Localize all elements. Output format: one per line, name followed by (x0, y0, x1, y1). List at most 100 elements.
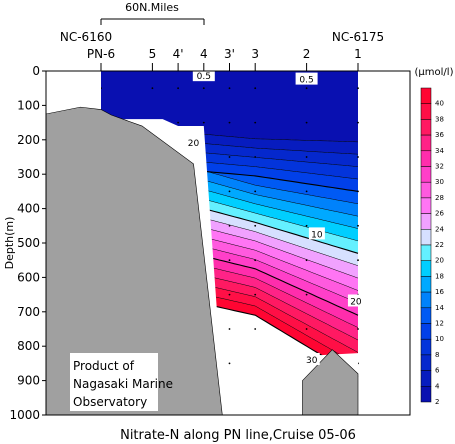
sample-point (228, 259, 231, 262)
y-tick-label: 0 (32, 64, 40, 78)
sample-point (305, 190, 308, 193)
colorbar-tick-label: 26 (435, 210, 444, 218)
sample-point (228, 190, 231, 193)
sample-point (254, 190, 257, 193)
svg-text:0.5: 0.5 (197, 72, 211, 82)
colorbar-unit-label: (µmol/l) (415, 67, 454, 78)
chart-title: Nitrate-N along PN line,Cruise 05-06 (120, 428, 356, 443)
seamount-topography (302, 349, 359, 415)
contour-label: 0.5 (295, 72, 318, 86)
y-tick-label: 500 (17, 236, 40, 250)
contour-label-background (347, 294, 364, 307)
sample-point (254, 293, 257, 296)
sample-point (228, 156, 231, 158)
sample-point (357, 156, 359, 158)
colorbar-tick-label: 8 (435, 351, 439, 359)
y-axis-label: Depth(m) (3, 217, 16, 270)
colorbar-swatch (420, 260, 432, 277)
station-label: 5 (149, 47, 157, 61)
sample-point (228, 362, 231, 365)
colorbar-tick-label: 4 (435, 382, 440, 390)
contour-label: 30 (303, 352, 320, 366)
y-tick-label: 300 (17, 167, 40, 181)
sample-point (228, 328, 231, 330)
colorbar-tick-label: 20 (435, 257, 444, 265)
contour-label: 10 (308, 227, 325, 240)
station-label: 4' (173, 47, 184, 61)
y-tick-label: 700 (17, 305, 40, 319)
sample-point (254, 259, 257, 262)
colorbar-tick-label: 12 (435, 320, 444, 328)
colorbar-swatch (420, 197, 432, 214)
colorbar-swatch (420, 354, 432, 371)
credit-box: Product of Nagasaki Marine Observatory (70, 353, 173, 411)
colorbar-swatch (420, 119, 432, 136)
credit-background (70, 353, 158, 411)
colorbar-swatch (420, 103, 432, 120)
sample-point (357, 259, 359, 262)
colorbar-tick-label: 2 (435, 398, 439, 406)
sample-point (305, 121, 308, 124)
colorbar-tick-label: 28 (435, 194, 444, 202)
sample-point (228, 121, 231, 124)
sample-point (305, 293, 308, 296)
svg-text:20: 20 (188, 139, 200, 149)
colorbar-tick-label: 22 (435, 241, 444, 249)
scale-bar-label: 60N.Miles (125, 1, 179, 14)
contour-label: 0.5 (192, 69, 215, 82)
station-label: 4 (200, 47, 208, 61)
colorbar-swatch (420, 276, 432, 293)
sample-point (305, 259, 308, 262)
colorbar-tick-label: 14 (435, 304, 444, 312)
sample-point (151, 87, 154, 90)
colorbar-tick-label: 24 (435, 225, 444, 233)
nitrate-band-12 (101, 141, 358, 204)
sample-point (254, 328, 257, 330)
distance-scale-bar: 60N.Miles (100, 1, 205, 25)
colorbar-swatch (420, 323, 432, 340)
y-tick-label: 400 (17, 202, 40, 216)
sample-point (357, 190, 359, 193)
colorbar-tick-label: 10 (435, 335, 444, 343)
left-station-code: NC-6160 (60, 30, 112, 44)
sample-point (305, 328, 308, 330)
sample-point (305, 87, 308, 90)
svg-text:0.5: 0.5 (299, 76, 313, 86)
colorbar-tick-label: 36 (435, 131, 444, 139)
contour-label-background (192, 69, 215, 82)
colorbar-swatch (420, 244, 432, 261)
y-tick-label: 900 (17, 374, 40, 388)
sample-point (357, 224, 359, 227)
sample-point (228, 224, 231, 227)
colorbar-swatch (420, 370, 432, 387)
plot-area (46, 71, 410, 415)
colorbar-swatch (420, 181, 432, 199)
credit-line-1: Product of (73, 359, 135, 373)
sample-point (254, 224, 257, 227)
contour-label-background (185, 136, 202, 149)
colorbar-swatch (420, 213, 432, 230)
station-label: PN-6 (87, 47, 115, 61)
colorbar-swatch (420, 291, 432, 309)
sample-point (228, 87, 231, 90)
colorbar-tick-label: 30 (435, 178, 444, 186)
sample-point (357, 121, 359, 124)
y-tick-label: 800 (17, 339, 40, 353)
sample-point (254, 87, 257, 90)
sample-point (357, 87, 359, 90)
sample-point (202, 87, 205, 90)
colorbar-tick-label: 34 (435, 147, 444, 155)
seafloor-topography (46, 106, 223, 415)
colorbar-tick-label: 38 (435, 115, 444, 123)
station-label: 1 (354, 47, 362, 61)
right-station-code: NC-6175 (332, 30, 384, 44)
colorbar-tick-label: 32 (435, 163, 444, 171)
colorbar-swatch (420, 134, 432, 152)
colorbar-tick-label: 18 (435, 272, 444, 280)
colorbar-tick-label: 40 (435, 100, 444, 108)
sample-point (357, 328, 359, 330)
colorbar-swatch (420, 87, 432, 104)
sample-point (202, 121, 205, 124)
colorbar-swatch (420, 166, 432, 183)
y-tick-label: 600 (17, 270, 40, 284)
